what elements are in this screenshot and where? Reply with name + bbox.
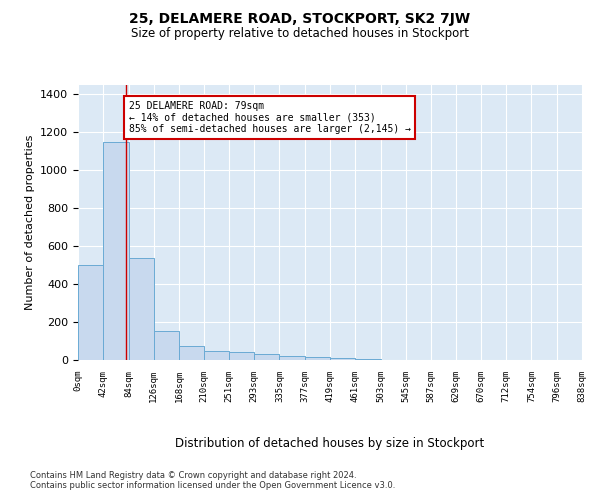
Bar: [78, 265, 103, 360]
Bar: [179, 346, 205, 360]
Bar: [305, 357, 330, 360]
Text: 25 DELAMERE ROAD: 79sqm
← 14% of detached houses are smaller (353)
85% of semi-d: 25 DELAMERE ROAD: 79sqm ← 14% of detache…: [128, 101, 410, 134]
Bar: [330, 358, 355, 360]
Bar: [229, 352, 254, 360]
Bar: [128, 258, 154, 360]
Bar: [355, 359, 380, 360]
Text: Size of property relative to detached houses in Stockport: Size of property relative to detached ho…: [131, 28, 469, 40]
Text: 25, DELAMERE ROAD, STOCKPORT, SK2 7JW: 25, DELAMERE ROAD, STOCKPORT, SK2 7JW: [130, 12, 470, 26]
Bar: [254, 354, 280, 360]
Bar: [103, 142, 128, 360]
Bar: [154, 330, 179, 360]
Text: Contains HM Land Registry data © Crown copyright and database right 2024.
Contai: Contains HM Land Registry data © Crown c…: [30, 470, 395, 490]
Bar: [280, 356, 305, 360]
Text: Distribution of detached houses by size in Stockport: Distribution of detached houses by size …: [175, 438, 485, 450]
Y-axis label: Number of detached properties: Number of detached properties: [25, 135, 35, 310]
Bar: [205, 350, 229, 360]
